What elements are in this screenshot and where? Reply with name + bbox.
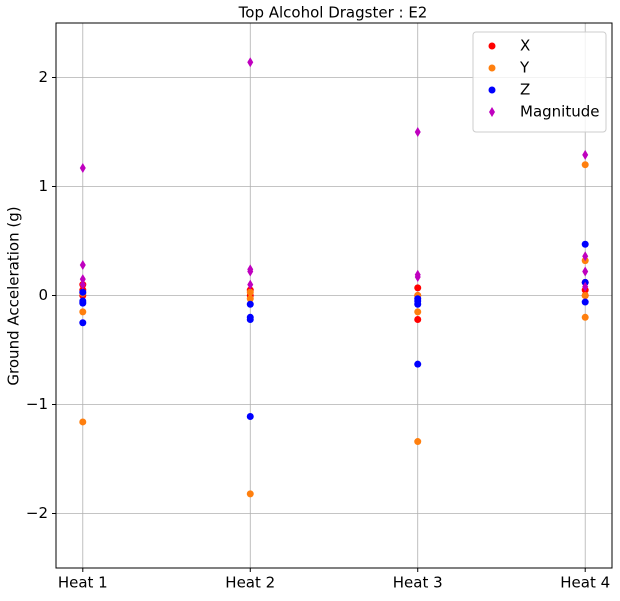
point bbox=[581, 292, 589, 299]
point bbox=[414, 127, 421, 137]
point bbox=[79, 279, 86, 290]
point bbox=[414, 438, 422, 446]
point bbox=[582, 149, 589, 160]
legend-marker bbox=[489, 107, 495, 117]
point bbox=[79, 288, 87, 296]
legend-label: Magnitude bbox=[520, 103, 599, 121]
point bbox=[246, 295, 254, 303]
point bbox=[414, 360, 422, 368]
x-tick-label: Heat 4 bbox=[560, 574, 610, 592]
point bbox=[582, 281, 589, 292]
y-axis-label: Ground Acceleration (g) bbox=[5, 206, 23, 385]
legend: XYZ Magnitude bbox=[472, 31, 607, 133]
chart-title: Top Alcohol Dragster : E2 bbox=[238, 4, 428, 22]
point bbox=[581, 240, 589, 248]
y-tick-label: −1 bbox=[26, 395, 48, 413]
legend-label: X bbox=[520, 37, 530, 55]
point bbox=[79, 259, 86, 270]
legend-box bbox=[472, 31, 607, 133]
point bbox=[246, 288, 254, 296]
point bbox=[246, 300, 254, 308]
y-tick-label: 0 bbox=[38, 286, 48, 304]
point bbox=[79, 308, 87, 316]
point bbox=[414, 271, 421, 282]
point bbox=[581, 298, 589, 306]
legend-marker bbox=[488, 86, 496, 94]
point bbox=[247, 57, 254, 68]
point bbox=[247, 279, 254, 290]
point bbox=[79, 162, 86, 173]
y-tick-label: 2 bbox=[38, 68, 48, 86]
point bbox=[414, 284, 422, 292]
point bbox=[581, 313, 589, 321]
point bbox=[79, 299, 87, 307]
point bbox=[414, 300, 422, 308]
x-tick-label: Heat 3 bbox=[393, 574, 443, 592]
legend-label: Z bbox=[520, 81, 530, 99]
point bbox=[79, 274, 86, 285]
legend-label: Y bbox=[519, 59, 530, 77]
x-tick-label: Heat 1 bbox=[58, 574, 108, 592]
point bbox=[414, 295, 422, 303]
point bbox=[414, 308, 422, 316]
legend-marker bbox=[488, 42, 496, 50]
point bbox=[246, 490, 254, 498]
x-tick-label: Heat 2 bbox=[225, 574, 275, 592]
point bbox=[247, 266, 254, 277]
point bbox=[582, 266, 589, 277]
plot-frame bbox=[55, 22, 613, 569]
point bbox=[414, 315, 422, 323]
point bbox=[582, 251, 589, 262]
y-tick-label: 1 bbox=[38, 177, 48, 195]
legend-marker bbox=[488, 64, 496, 72]
point bbox=[581, 161, 589, 169]
point bbox=[79, 319, 87, 327]
y-tick-label: −2 bbox=[26, 504, 48, 522]
point bbox=[246, 315, 254, 323]
point bbox=[79, 418, 87, 426]
point bbox=[246, 412, 254, 420]
